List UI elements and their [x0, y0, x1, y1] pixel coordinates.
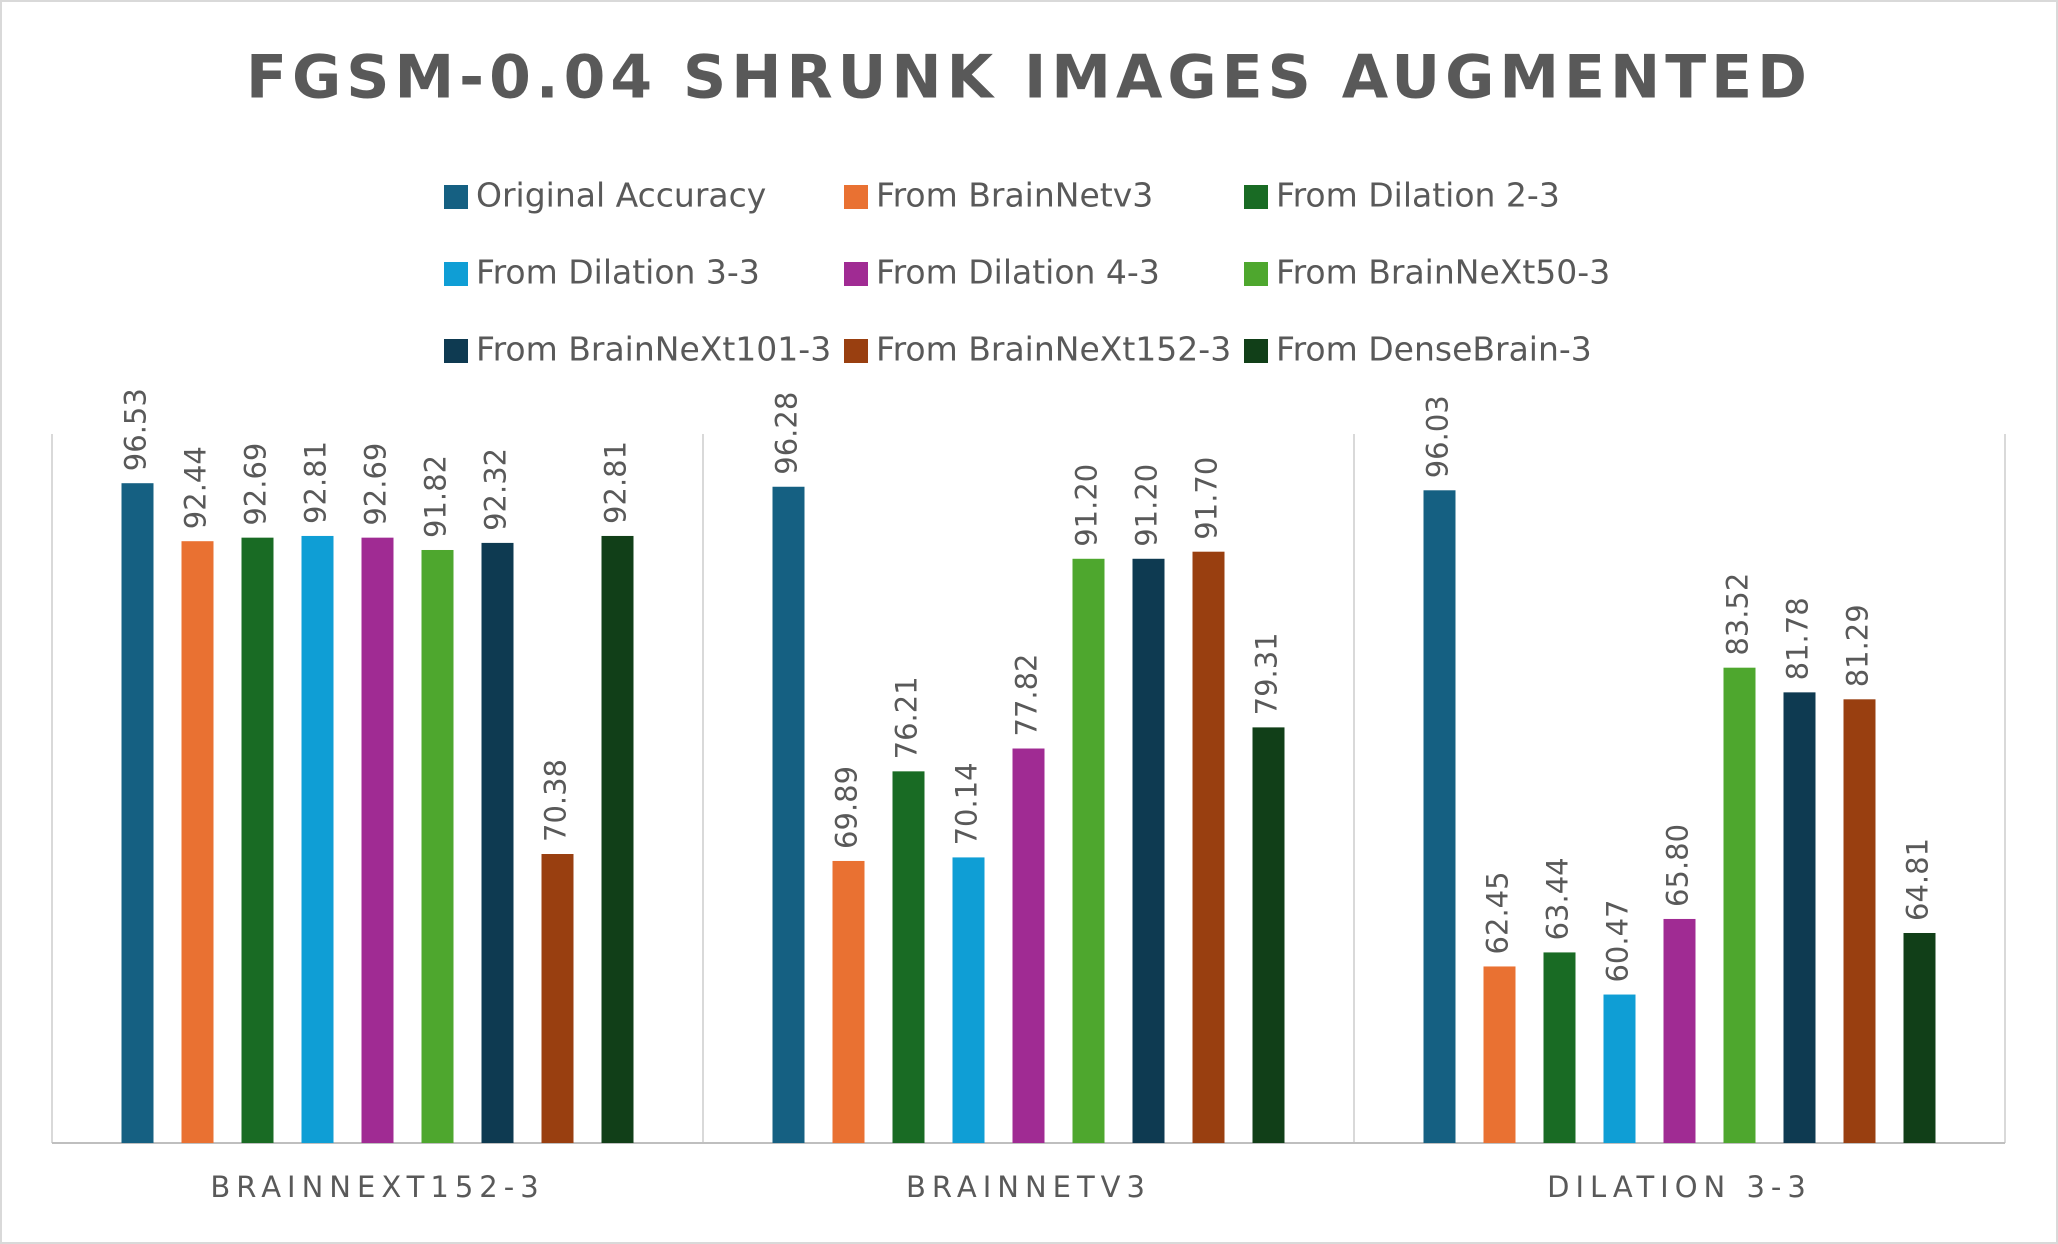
legend-swatch: [1244, 339, 1268, 363]
x-tick-label: BRAINNETV3: [906, 1170, 1151, 1204]
bar: [1132, 558, 1165, 1143]
legend-label: From BrainNetv3: [876, 176, 1153, 215]
value-label: 76.21: [890, 676, 924, 759]
value-label: 91.82: [419, 455, 453, 538]
value-label: 96.53: [119, 388, 153, 471]
value-label: 91.20: [1130, 464, 1164, 547]
value-label: 83.52: [1721, 573, 1755, 656]
value-label: 70.14: [950, 762, 984, 845]
value-label: 63.44: [1541, 857, 1575, 940]
x-tick-label: BRAINNEXT152-3: [210, 1170, 544, 1204]
bar: [121, 483, 154, 1143]
value-label: 91.70: [1190, 457, 1224, 540]
value-label: 70.38: [539, 759, 573, 842]
x-tick-label: DILATION 3-3: [1547, 1170, 1812, 1204]
bar: [1483, 966, 1516, 1143]
bar: [772, 486, 805, 1143]
legend-swatch: [1244, 262, 1268, 286]
legend-label: From BrainNeXt101-3: [476, 330, 831, 369]
legend-label: Original Accuracy: [476, 176, 766, 215]
bar: [241, 537, 274, 1143]
bar: [1072, 558, 1105, 1143]
bar: [541, 854, 574, 1143]
bar: [601, 535, 634, 1143]
bar: [832, 860, 865, 1143]
value-label: 92.69: [359, 443, 393, 526]
legend-swatch: [844, 339, 868, 363]
bar: [301, 535, 334, 1143]
legend-label: From BrainNeXt50-3: [1276, 253, 1610, 292]
legend-swatch: [444, 262, 468, 286]
value-label: 77.82: [1010, 653, 1044, 736]
bar: [1723, 667, 1756, 1143]
value-label: 60.47: [1601, 900, 1635, 983]
value-label: 92.81: [599, 441, 633, 524]
value-label: 79.31: [1250, 632, 1284, 715]
legend-label: From Dilation 2-3: [1276, 176, 1560, 215]
value-label: 91.20: [1070, 464, 1104, 547]
bar: [181, 541, 214, 1143]
legend-swatch: [444, 339, 468, 363]
bar: [1423, 490, 1456, 1144]
value-label: 92.44: [179, 446, 213, 529]
bar: [1252, 727, 1285, 1143]
value-label: 62.45: [1481, 871, 1515, 954]
bar: [1663, 918, 1696, 1143]
value-label: 96.28: [770, 392, 804, 475]
bar: [1843, 699, 1876, 1143]
bar: [481, 542, 514, 1143]
bar: [952, 857, 985, 1143]
bar: [1603, 994, 1636, 1143]
bar: [892, 771, 925, 1143]
legend-label: From Dilation 3-3: [476, 253, 760, 292]
value-label: 81.78: [1781, 597, 1815, 680]
bar: [421, 549, 454, 1143]
bar: [361, 537, 394, 1143]
legend-swatch: [844, 262, 868, 286]
value-label: 92.81: [299, 441, 333, 524]
legend-swatch: [1244, 185, 1268, 209]
bar: [1783, 692, 1816, 1143]
legend-label: From DenseBrain-3: [1276, 330, 1592, 369]
bar: [1012, 748, 1045, 1143]
value-label: 81.29: [1841, 604, 1875, 687]
value-label: 69.89: [830, 766, 864, 849]
value-label: 96.03: [1421, 395, 1455, 478]
value-label: 92.69: [239, 443, 273, 526]
value-label: 65.80: [1661, 824, 1695, 907]
legend-swatch: [844, 185, 868, 209]
legend-swatch: [444, 185, 468, 209]
chart-title: FGSM-0.04 SHRUNK IMAGES AUGMENTED: [246, 43, 1812, 113]
bar: [1192, 551, 1225, 1143]
bar: [1543, 952, 1576, 1143]
bar: [1903, 932, 1936, 1143]
value-label: 64.81: [1901, 838, 1935, 921]
value-label: 92.32: [479, 448, 513, 531]
legend-label: From Dilation 4-3: [876, 253, 1160, 292]
legend-label: From BrainNeXt152-3: [876, 330, 1231, 369]
